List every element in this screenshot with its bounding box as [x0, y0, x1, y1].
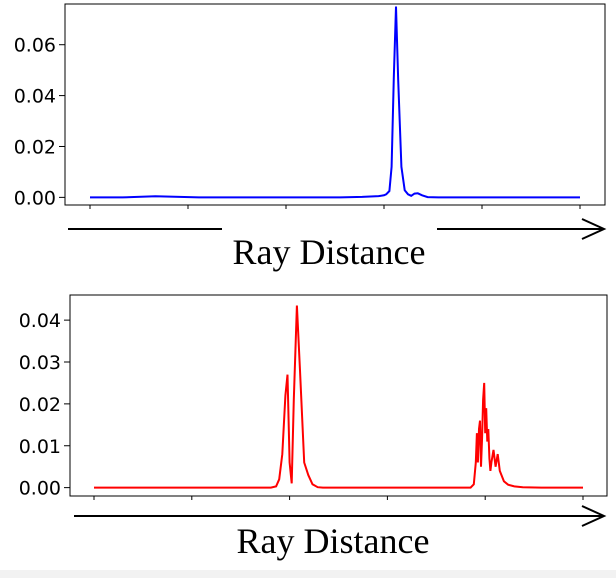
- bottom-arrow-head: [581, 505, 607, 527]
- top-y-ticks: 0.00 0.02 0.04 0.06: [14, 35, 65, 209]
- bottom-strip: [0, 570, 616, 578]
- bottom-y-tick-label: 0.02: [19, 394, 61, 416]
- bottom-x-axis-label: Ray Distance: [237, 521, 430, 561]
- bottom-y-tick-label: 0.04: [19, 310, 61, 332]
- bottom-series-line: [94, 305, 583, 489]
- bottom-x-ticks: [93, 496, 584, 500]
- top-y-tick-label: 0.00: [14, 187, 56, 209]
- bottom-y-ticks: 0.00 0.01 0.02 0.03 0.04: [19, 310, 70, 500]
- top-arrow-head: [581, 218, 607, 240]
- top-plot-frame: [64, 3, 606, 206]
- top-x-axis-label: Ray Distance: [233, 232, 426, 272]
- top-x-ticks: [89, 205, 581, 209]
- bottom-plot-frame: [69, 294, 608, 497]
- top-y-tick-label: 0.06: [14, 35, 56, 57]
- top-plot: 0.00 0.02 0.04 0.06 Ray Distance: [14, 3, 607, 272]
- bottom-y-tick-label: 0.00: [19, 478, 61, 500]
- bottom-y-tick-label: 0.03: [19, 352, 61, 374]
- top-y-tick-label: 0.02: [14, 136, 56, 158]
- top-series-line: [90, 6, 580, 199]
- bottom-plot: 0.00 0.01 0.02 0.03 0.04 Ray Distance: [19, 294, 608, 561]
- top-y-tick-label: 0.04: [14, 86, 56, 108]
- bottom-y-tick-label: 0.01: [19, 436, 61, 458]
